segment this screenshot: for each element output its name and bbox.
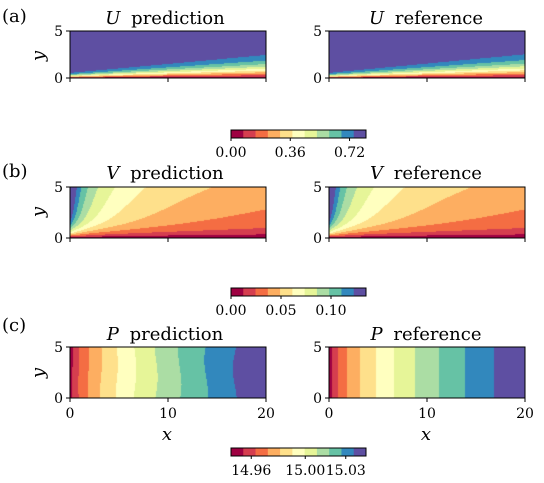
- row-c-colorbar-band-7: [316, 448, 330, 456]
- row-a-colorbar-band-3: [267, 130, 281, 138]
- row-c-prediction-xtick-label-20: 20: [257, 406, 275, 422]
- row-a-prediction-ytick-label-0: 0: [54, 71, 63, 87]
- colorbars: 0.00 0.36 0.72 0.00 0.05 0.10 14.96 15.00 15.03: [215, 129, 367, 479]
- row-a-colorbar-band-7: [316, 130, 330, 138]
- row-c-colorbar-band-10: [353, 448, 367, 456]
- row-a-colorbar-band-1: [243, 130, 256, 138]
- row-c-prediction-title: P prediction: [106, 324, 224, 345]
- row-a-colorbar-frame: [230, 129, 367, 139]
- row-a-reference-field-image: [329, 31, 525, 78]
- row-b-colorbar-band-5: [292, 288, 306, 296]
- row-c-colorbar-tick-label-14.96: 14.96: [231, 463, 271, 479]
- row-c-reference-ytick-label-0: 0: [313, 391, 322, 407]
- row-c-colorbar-band-5: [292, 448, 306, 456]
- row-b-colorbar-frame: [230, 287, 367, 297]
- row-b-prediction-ytick-label-0: 0: [54, 231, 63, 247]
- row-c-reference-ytick-label-5: 5: [313, 340, 322, 356]
- row-a-colorbar-tick-label-0.36: 0.36: [275, 145, 306, 161]
- row-a-prediction-field: U: [105, 8, 121, 29]
- row-b-ylabel: y: [28, 206, 49, 218]
- row-c-colorbar-band-1: [243, 448, 256, 456]
- axes-ticks: 0 5 0 5 0 5 0 5 0 5 0 10 20 0 5 0 10 20: [54, 24, 534, 422]
- row-c-prediction-xtick-label-10: 10: [159, 406, 177, 422]
- row-c-reference-field-image: [329, 347, 525, 398]
- row-c-reference-xtick-label-20: 20: [516, 406, 534, 422]
- row-c-prediction-word: prediction: [130, 324, 224, 345]
- row-b-reference-field-image: [329, 187, 525, 238]
- row-b-reference-field: V: [370, 163, 385, 184]
- row-b-colorbar-band-8: [329, 288, 342, 296]
- row-a-reference-field: U: [369, 8, 385, 29]
- row-a-prediction-field-image: [70, 31, 266, 78]
- row-b-prediction-ytick-label-5: 5: [54, 180, 63, 196]
- field-images: [70, 31, 525, 398]
- row-c-colorbar-band-9: [341, 448, 355, 456]
- row-a-prediction-word: prediction: [131, 8, 225, 29]
- row-a-colorbar-band-8: [329, 130, 342, 138]
- row-a-prediction-title: U prediction: [105, 8, 225, 29]
- row-c-reference-field: P: [369, 324, 383, 345]
- row-a-panel-label: (a): [2, 6, 27, 27]
- row-a-colorbar-band-6: [304, 130, 318, 138]
- row-c-right-xlabel: x: [421, 424, 431, 445]
- row-c-reference-xtick-label-0: 0: [325, 406, 334, 422]
- row-a-colorbar-band-2: [255, 130, 269, 138]
- row-b-prediction-word: prediction: [130, 163, 224, 184]
- row-b-colorbar-tick-label-0.05: 0.05: [265, 303, 296, 319]
- row-b-prediction-field: V: [106, 163, 121, 184]
- row-b-colorbar-tick-label-0.10: 0.10: [315, 303, 346, 319]
- row-a-colorbar-band-9: [341, 130, 355, 138]
- row-c-left-xlabel: x: [162, 424, 172, 445]
- row-a-colorbar-tick-label-0.00: 0.00: [215, 145, 246, 161]
- row-c-reference-word: reference: [393, 324, 481, 345]
- row-a-reference-ytick-label-5: 5: [313, 24, 322, 40]
- row-b-colorbar-band-2: [255, 288, 269, 296]
- row-b-prediction-field-image: [70, 187, 266, 238]
- row-a-colorbar-band-4: [280, 130, 293, 138]
- row-b-colorbar-band-3: [267, 288, 281, 296]
- row-c-colorbar-tick-label-15.03: 15.03: [326, 463, 366, 479]
- row-a-colorbar-band-10: [353, 130, 367, 138]
- row-b-colorbar-band-0: [231, 288, 244, 296]
- row-b-colorbar-band-7: [316, 288, 330, 296]
- row-c-ylabel: y: [28, 367, 49, 379]
- row-b-panel-label: (b): [2, 161, 28, 182]
- row-c-prediction-field-image: [70, 347, 266, 398]
- row-c-prediction-xtick-label-0: 0: [66, 406, 75, 422]
- row-c-prediction-ytick-label-0: 0: [54, 391, 63, 407]
- row-b-colorbar-band-6: [304, 288, 318, 296]
- row-c-colorbar-band-6: [304, 448, 318, 456]
- row-b-reference-title: V reference: [370, 163, 482, 184]
- row-c-panel-label: (c): [2, 315, 26, 336]
- row-b-colorbar-band-1: [243, 288, 256, 296]
- row-c-colorbar-tick-label-15.00: 15.00: [285, 463, 325, 479]
- row-a-reference-title: U reference: [369, 8, 483, 29]
- row-c-prediction-ytick-label-5: 5: [54, 340, 63, 356]
- row-b-colorbar-band-9: [341, 288, 355, 296]
- row-a-reference-ytick-label-0: 0: [313, 71, 322, 87]
- row-a-reference-word: reference: [395, 8, 483, 29]
- row-b-prediction-title: V prediction: [106, 163, 224, 184]
- row-b-colorbar-tick-label-0.00: 0.00: [215, 303, 246, 319]
- row-a-prediction-ytick-label-5: 5: [54, 24, 63, 40]
- row-c-colorbar-band-8: [329, 448, 342, 456]
- row-a-colorbar-tick-label-0.72: 0.72: [334, 145, 365, 161]
- row-b-colorbar-band-4: [280, 288, 293, 296]
- row-c-reference-xtick-label-10: 10: [418, 406, 436, 422]
- row-c-colorbar-band-4: [280, 448, 293, 456]
- row-a-colorbar-band-5: [292, 130, 306, 138]
- row-b-reference-ytick-label-0: 0: [313, 231, 322, 247]
- row-c-reference-title: P reference: [369, 324, 481, 345]
- row-a-colorbar-band-0: [231, 130, 244, 138]
- row-b-colorbar-band-10: [353, 288, 367, 296]
- row-b-reference-word: reference: [394, 163, 482, 184]
- row-a-ylabel: y: [28, 50, 49, 62]
- row-b-reference-ytick-label-5: 5: [313, 180, 322, 196]
- row-c-colorbar-band-0: [231, 448, 244, 456]
- row-c-colorbar-frame: [230, 447, 367, 457]
- row-c-prediction-field: P: [106, 324, 120, 345]
- row-c-colorbar-band-3: [267, 448, 281, 456]
- row-c-colorbar-band-2: [255, 448, 269, 456]
